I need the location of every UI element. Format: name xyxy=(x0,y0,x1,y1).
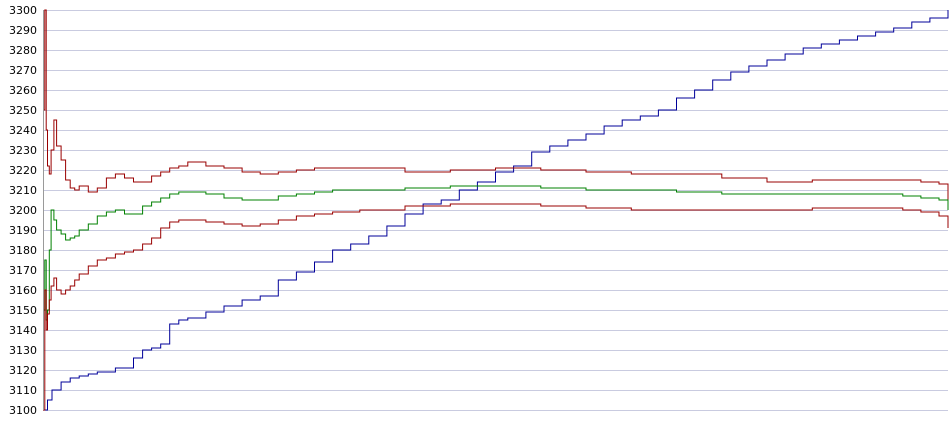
y-tick-label: 3120 xyxy=(9,364,37,377)
y-tick-labels: 3100 3110 3120 3130 3140 3150 3160 3170 3180 3190… xyxy=(9,4,37,417)
y-tick-label: 3260 xyxy=(9,84,37,97)
y-tick-label: 3290 xyxy=(9,24,37,37)
y-tick-label: 3200 xyxy=(9,204,37,217)
series-lines xyxy=(43,9,949,411)
y-tick-label: 3170 xyxy=(9,264,37,277)
y-tick-label: 3280 xyxy=(9,44,37,57)
y-tick-label: 3300 xyxy=(9,4,37,17)
series-line-3 xyxy=(43,185,949,321)
y-tick-label: 3230 xyxy=(9,144,37,157)
y-tick-label: 3130 xyxy=(9,344,37,357)
y-tick-label: 3250 xyxy=(9,104,37,117)
y-tick-label: 3150 xyxy=(9,304,37,317)
y-tick-label: 3220 xyxy=(9,164,37,177)
series-line-1 xyxy=(43,10,949,411)
y-tick-label: 3180 xyxy=(9,244,37,257)
y-tick-label: 3190 xyxy=(9,224,37,237)
y-tick-label: 3240 xyxy=(9,124,37,137)
series-line-4 xyxy=(43,203,949,411)
y-tick-label: 3140 xyxy=(9,324,37,337)
y-tick-label: 3270 xyxy=(9,64,37,77)
series-line-2 xyxy=(43,9,949,200)
y-tick-label: 3110 xyxy=(9,384,37,397)
y-tick-label: 3210 xyxy=(9,184,37,197)
y-tick-label: 3100 xyxy=(9,404,37,417)
y-tick-label: 3160 xyxy=(9,284,37,297)
